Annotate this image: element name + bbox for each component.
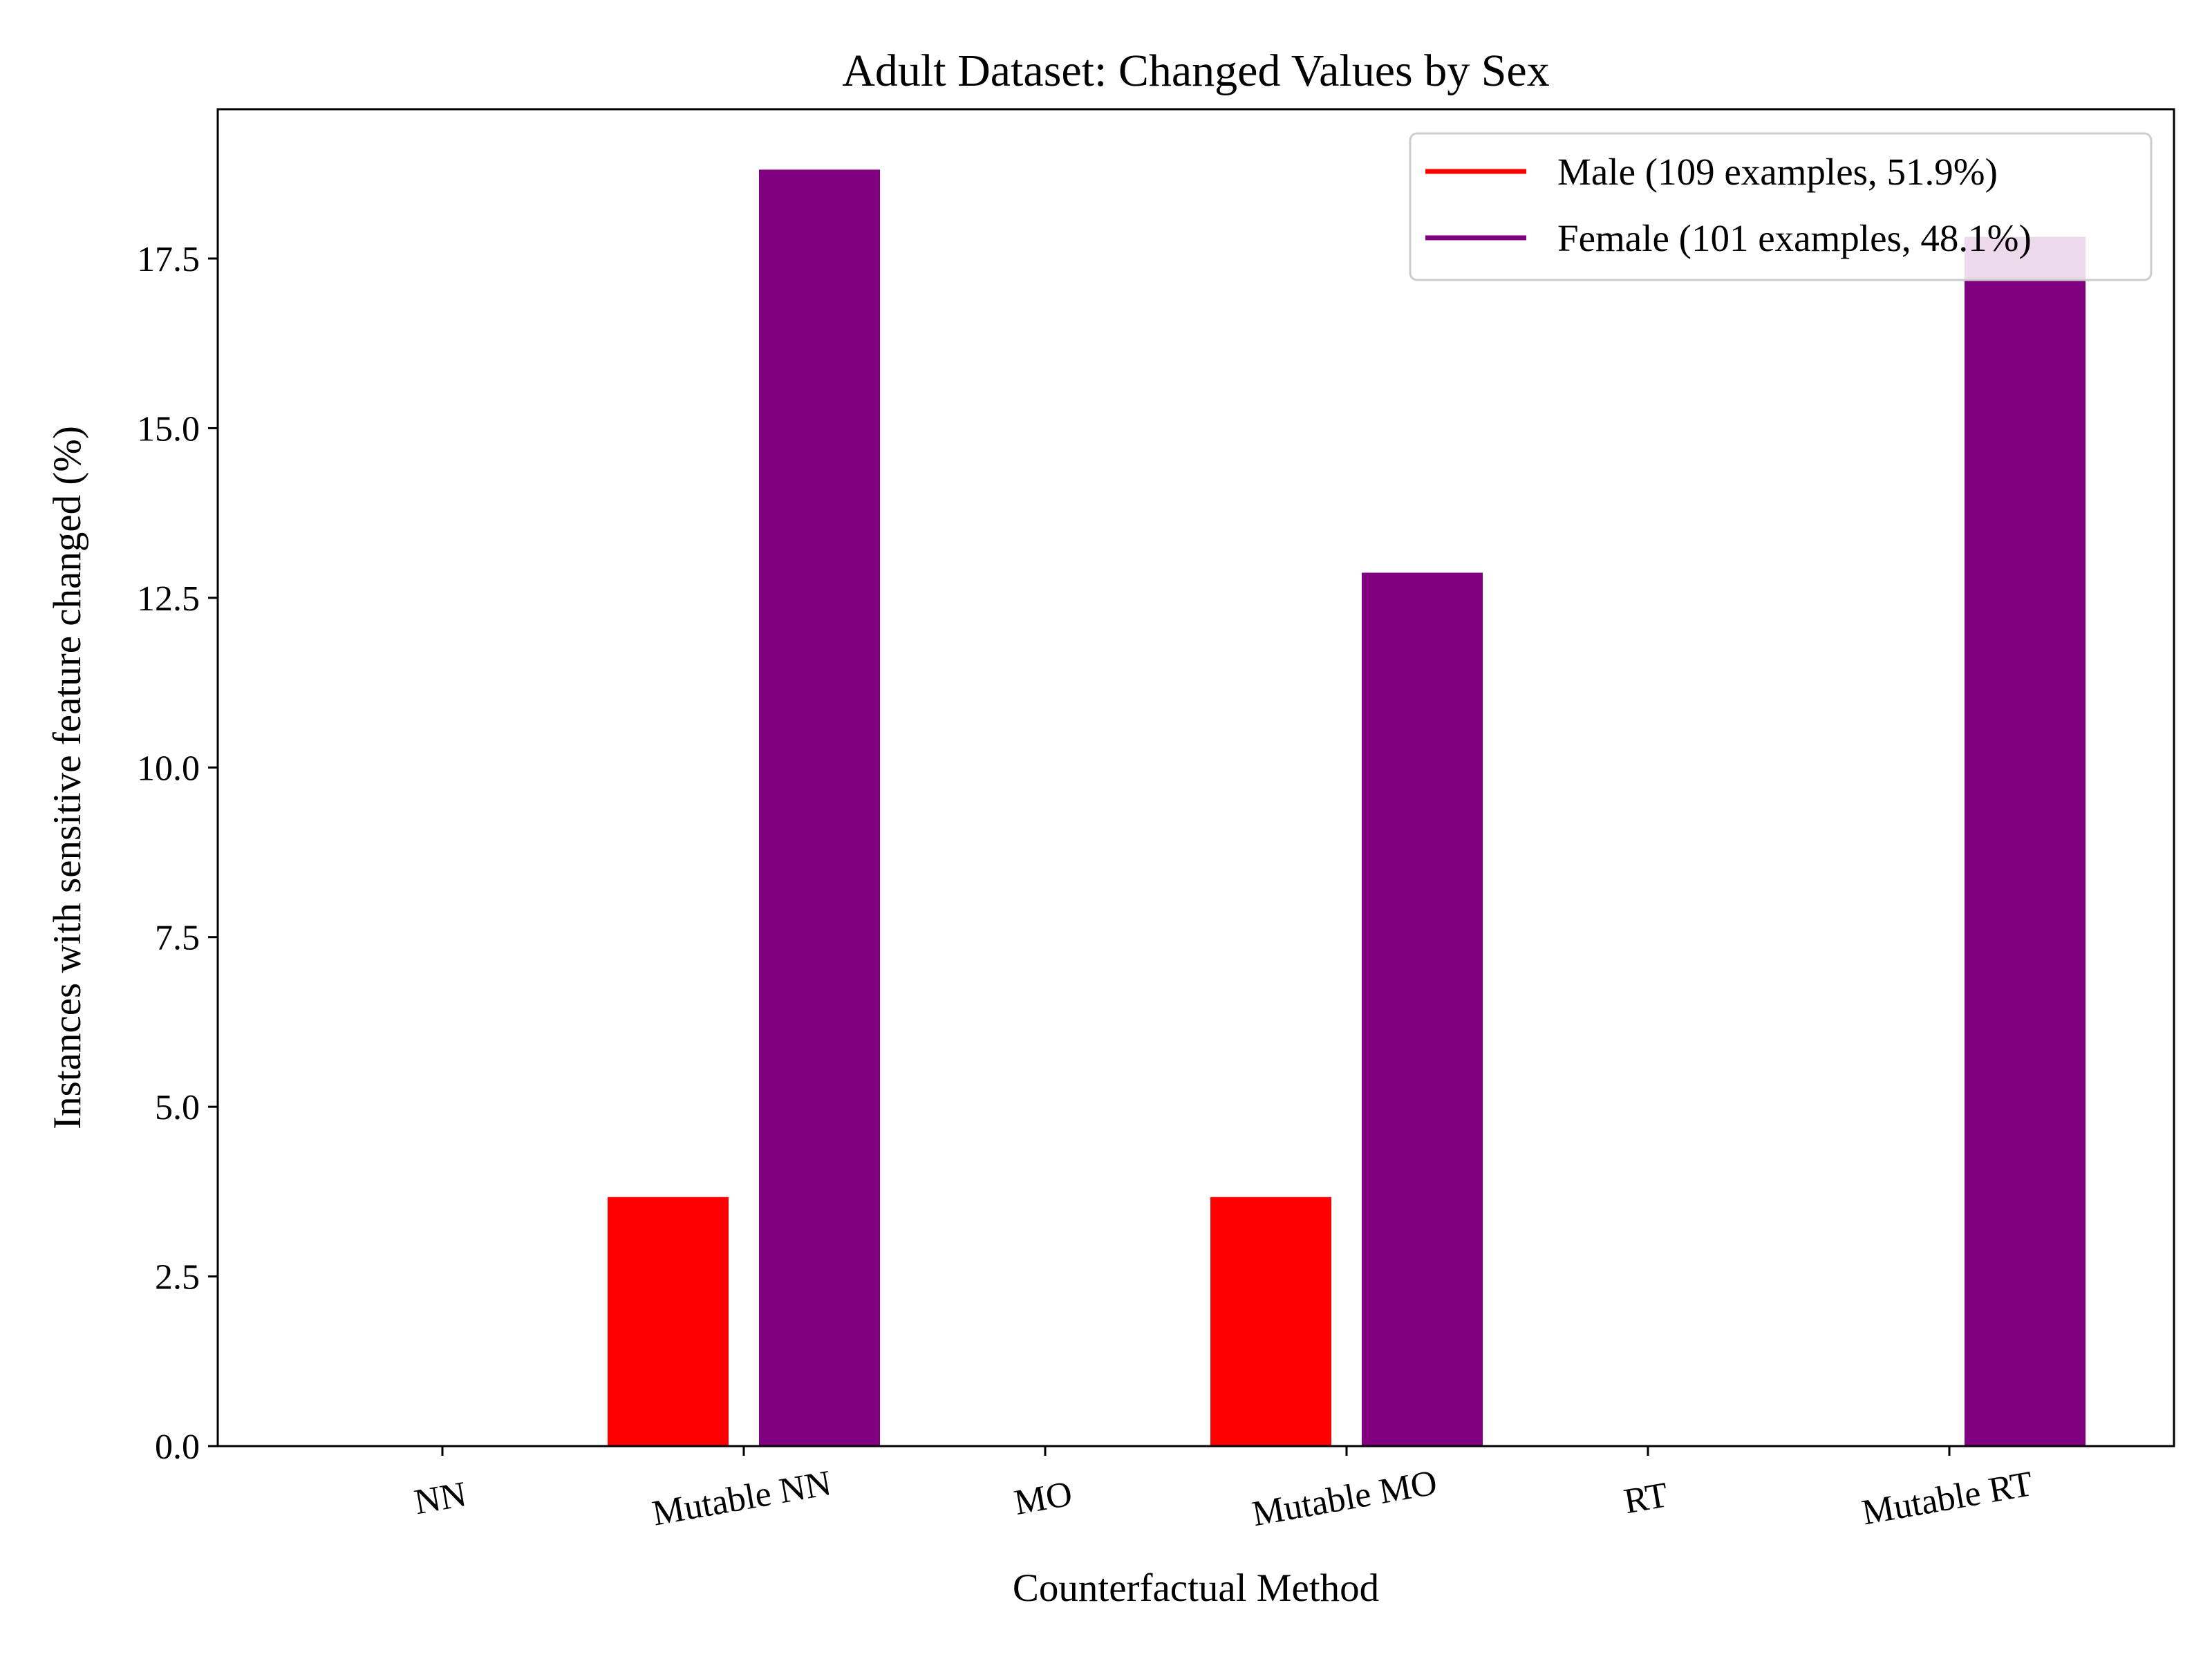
x-tick-label-nn: NN [411,1474,469,1522]
y-axis: 0.0 2.5 5.0 7.5 10.0 12.5 15.0 17.5 [137,240,218,1467]
y-tick-label: 15.0 [137,409,200,449]
legend-label-female: Female (101 examples, 48.1%) [1557,217,2032,259]
bar-male-mutable-mo [1210,1197,1331,1446]
bars-layer [608,169,2086,1447]
plot-area-frame [216,108,2175,1447]
bar-female-mutable-mo [1362,572,1483,1446]
chart-title: Adult Dataset: Changed Values by Sex [842,46,1549,96]
bar-female-mutable-rt [1965,236,2086,1447]
y-tick-label: 17.5 [137,240,200,279]
legend: Male (109 examples, 51.9%) Female (101 e… [1409,132,2153,281]
y-tick-label: 10.0 [137,749,200,788]
y-tick-label: 5.0 [155,1088,200,1127]
x-tick-label-rt: RT [1621,1475,1671,1521]
y-axis-label: Instances with sensitive feature changed… [46,426,89,1130]
y-tick-label: 0.0 [155,1427,200,1467]
y-tick-label: 2.5 [155,1258,200,1297]
bar-female-mutable-nn [759,169,880,1446]
y-tick-label: 7.5 [155,919,200,958]
y-tick-label: 12.5 [137,579,200,619]
bar-male-mutable-nn [608,1197,729,1446]
x-axis-label: Counterfactual Method [1013,1566,1379,1610]
legend-label-male: Male (109 examples, 51.9%) [1557,151,1998,193]
legend-box [1409,132,2153,281]
